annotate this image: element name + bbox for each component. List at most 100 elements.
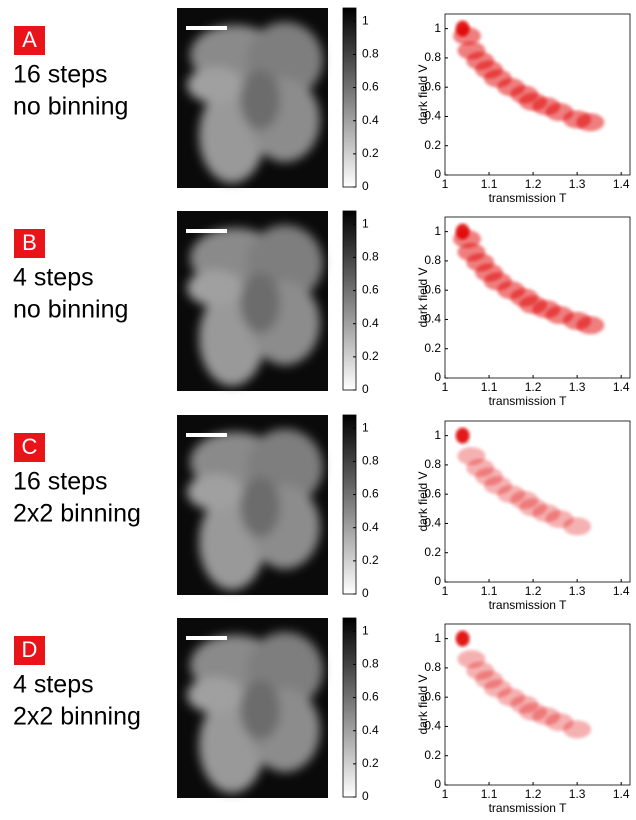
panel: A 16 steps no binning 0 0.2 0.4 0.6 0.8 1 1 1.1 1.2… (13, 7, 631, 205)
x-axis-label: transmission T (489, 801, 567, 815)
panel-letter: C (22, 434, 38, 459)
point (576, 316, 605, 335)
panel-letter: B (22, 230, 37, 255)
x-tick-label: 1.4 (613, 380, 630, 394)
y-tick-label: 0.6 (424, 486, 441, 500)
panel-caption: 16 steps (13, 61, 108, 89)
colorbar-tick-label: 0.8 (362, 250, 379, 264)
colorbar-tick-label: 0.4 (362, 723, 379, 737)
panel: C 16 steps 2x2 binning 0 0.2 0.4 0.6 0.8 1 1 1.1 1.… (13, 414, 631, 612)
point-cloud (455, 427, 592, 536)
x-tick-label: 1.1 (481, 787, 498, 801)
specimen (187, 632, 323, 793)
x-axis-label: transmission T (489, 394, 567, 408)
panel-caption: no binning (13, 296, 128, 324)
y-tick-label: 0.2 (424, 545, 441, 559)
y-tick-label: 1 (434, 21, 441, 35)
y-tick-label: 0.8 (424, 457, 441, 471)
panel-caption: 2x2 binning (13, 703, 141, 731)
colorbar (342, 7, 357, 188)
colorbar-tick-label: 1 (362, 216, 369, 230)
x-tick-label: 1.4 (613, 787, 630, 801)
tissue (240, 273, 280, 333)
y-tick-label: 1 (434, 224, 441, 238)
point-cloud (453, 223, 605, 335)
point (563, 517, 592, 536)
label-box (14, 636, 45, 665)
point (576, 113, 605, 132)
y-tick-label: 1 (434, 631, 441, 645)
y-axis-label: dark field V (416, 267, 430, 327)
y-tick-label: 0.8 (424, 50, 441, 64)
colorbar (342, 617, 357, 798)
label-box (14, 229, 45, 258)
tissue (187, 67, 243, 103)
colorbar-tick-label: 1 (362, 420, 369, 434)
specimen (187, 429, 323, 590)
colorbar-tick-label: 0.6 (362, 690, 379, 704)
panel-caption: 4 steps (13, 671, 94, 699)
y-tick-label: 0.2 (424, 748, 441, 762)
x-tick-label: 1.1 (481, 177, 498, 191)
panel: B 4 steps no binning 0 0.2 0.4 0.6 0.8 1 1 1.1 1.2 1… (13, 210, 631, 408)
colorbar-tick-label: 0 (362, 179, 369, 193)
specimen (187, 22, 323, 183)
tissue (240, 680, 280, 740)
y-tick-label: 0.6 (424, 689, 441, 703)
colorbar-tick-label: 0.4 (362, 113, 379, 127)
x-tick-label: 1.4 (613, 177, 630, 191)
tissue (240, 477, 280, 537)
colorbar-tick-label: 0.2 (362, 349, 379, 363)
x-tick-label: 1.3 (569, 380, 586, 394)
tissue (187, 677, 243, 713)
colorbar-tick-label: 0.6 (362, 80, 379, 94)
point-cloud (455, 630, 592, 739)
x-axis-label: transmission T (489, 598, 567, 612)
x-tick-label: 1.2 (525, 584, 542, 598)
panel-letter: D (22, 637, 38, 662)
y-tick-label: 0.2 (424, 138, 441, 152)
colorbar-tick-label: 0.6 (362, 283, 379, 297)
colorbar-tick-label: 0.8 (362, 454, 379, 468)
colorbar-tick-label: 0.2 (362, 756, 379, 770)
x-tick-label: 1.2 (525, 380, 542, 394)
y-tick-label: 0.2 (424, 341, 441, 355)
y-axis-label: dark field V (416, 674, 430, 734)
panel-caption: 2x2 binning (13, 500, 141, 528)
point (455, 427, 470, 444)
colorbar (342, 210, 357, 391)
label-box (14, 26, 45, 55)
point (453, 26, 482, 45)
specimen (187, 225, 323, 386)
point (455, 630, 470, 647)
x-axis-label: transmission T (489, 191, 567, 205)
colorbar-tick-label: 0.2 (362, 553, 379, 567)
y-axis-label: dark field V (416, 471, 430, 531)
colorbar-tick-label: 0 (362, 382, 369, 396)
panel-caption: 16 steps (13, 468, 108, 496)
tissue (240, 70, 280, 130)
y-tick-label: 0.4 (424, 719, 441, 733)
plot-frame (444, 13, 631, 176)
panel-caption: no binning (13, 93, 128, 121)
y-axis-label: dark field V (416, 64, 430, 124)
x-tick-label: 1.3 (569, 177, 586, 191)
colorbar-tick-label: 0.6 (362, 487, 379, 501)
y-tick-label: 0 (434, 777, 441, 791)
panel-caption: 4 steps (13, 264, 94, 292)
x-tick-label: 1.1 (481, 584, 498, 598)
colorbar-tick-label: 0.8 (362, 47, 379, 61)
colorbar-tick-label: 0 (362, 789, 369, 803)
y-tick-label: 0.6 (424, 282, 441, 296)
y-tick-label: 0.8 (424, 660, 441, 674)
plot-frame (444, 216, 631, 379)
y-tick-label: 0.6 (424, 79, 441, 93)
panel: D 4 steps 2x2 binning 0 0.2 0.4 0.6 0.8 1 1 1.1 1.2… (13, 617, 631, 815)
colorbar-tick-label: 1 (362, 623, 369, 637)
x-tick-label: 1.3 (569, 584, 586, 598)
panel-letter: A (22, 27, 37, 52)
point (563, 720, 592, 739)
point-cloud (453, 20, 605, 132)
x-tick-label: 1.3 (569, 787, 586, 801)
